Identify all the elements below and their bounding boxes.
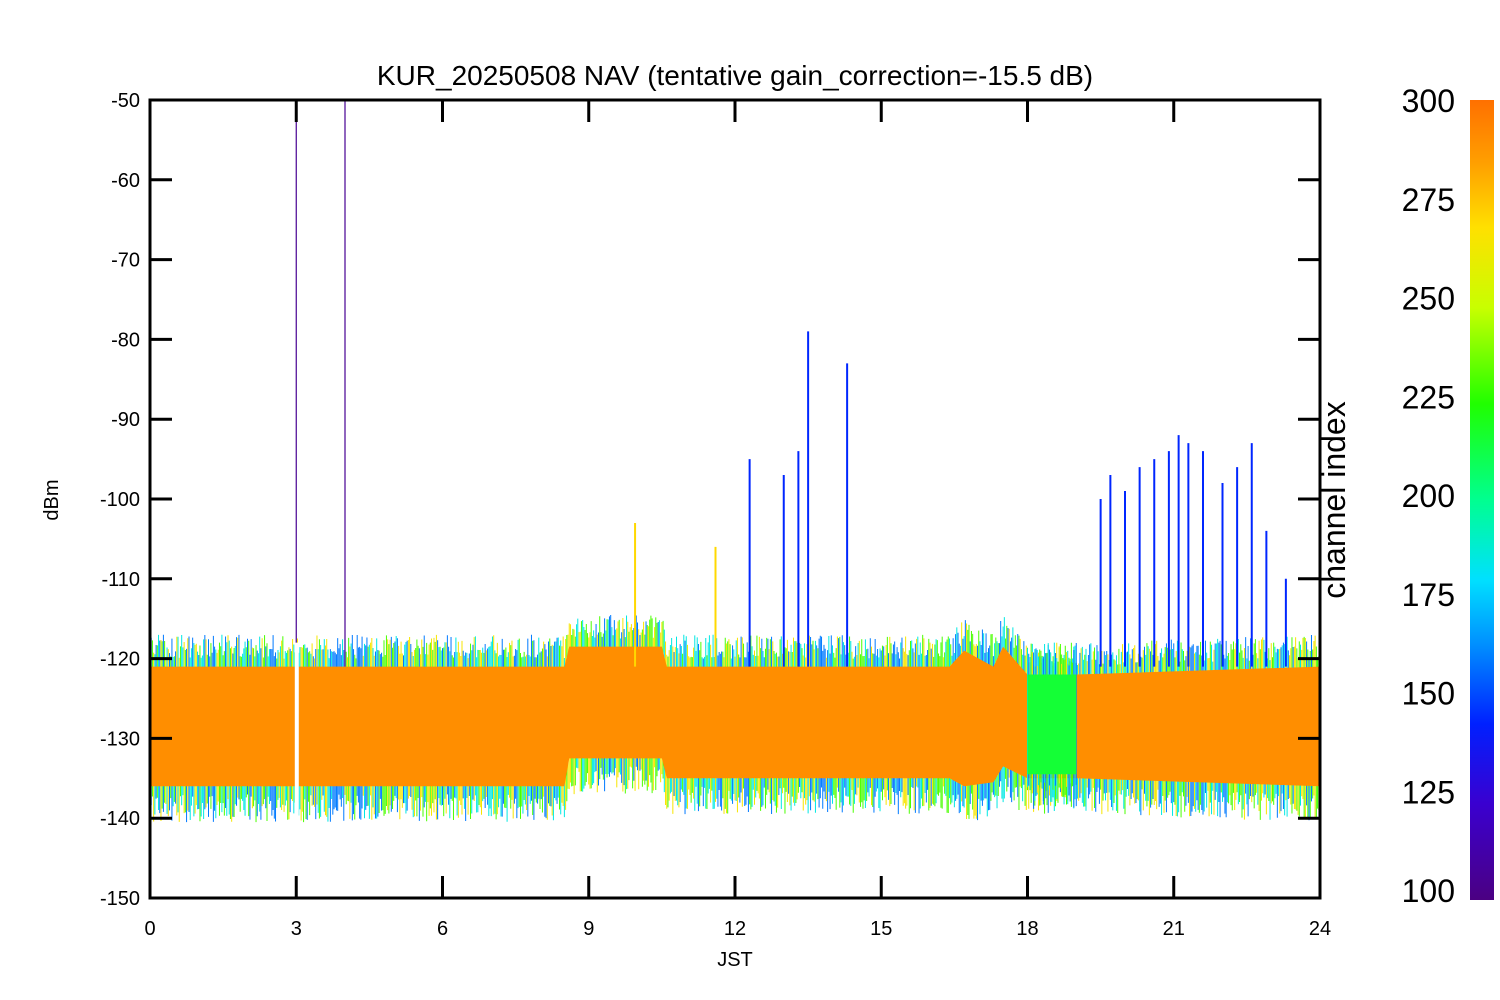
series-2-spikes	[748, 331, 1287, 667]
colorbar-label: channel index	[1316, 401, 1352, 598]
colorbar-tick-label: 250	[1402, 281, 1455, 317]
y-axis-label: dBm	[41, 479, 63, 520]
y-tick-label: -150	[100, 888, 140, 910]
colorbar	[1470, 100, 1494, 900]
colorbar-tick-label: 150	[1402, 676, 1455, 712]
series-3-spikes	[295, 100, 346, 667]
colorbar-tick-label: 175	[1402, 577, 1455, 613]
y-tick-label: -60	[111, 170, 140, 192]
x-axis-label: JST	[717, 949, 753, 971]
x-tick-label: 21	[1163, 918, 1185, 940]
y-tick-label: -100	[100, 489, 140, 511]
y-axis-ticks: -50 -60 -70 -80 -90 -100 -110 -120 -130 -140 -150	[100, 90, 1320, 910]
series-1-band	[1027, 674, 1077, 775]
x-tick-label: 6	[437, 918, 448, 940]
series-4-spikes	[634, 522, 717, 667]
x-tick-label: 3	[291, 918, 302, 940]
colorbar-ticks: 300 275 250 225 200 175 150 125 100	[1402, 83, 1455, 909]
y-tick-label: -110	[101, 569, 140, 591]
colorbar-tick-label: 275	[1402, 182, 1455, 218]
x-tick-label: 24	[1309, 918, 1331, 940]
x-tick-label: 12	[724, 918, 746, 940]
y-tick-label: -120	[100, 649, 140, 671]
y-tick-label: -70	[111, 250, 140, 272]
x-axis-ticks: 0 3 6 9 12 15 18 21 24	[144, 100, 1331, 940]
colorbar-tick-label: 300	[1402, 83, 1455, 119]
y-tick-label: -130	[100, 728, 140, 750]
colorbar-tick-label: 225	[1402, 379, 1455, 415]
y-tick-label: -140	[100, 808, 140, 830]
x-tick-label: 9	[583, 918, 594, 940]
colorbar-tick-label: 200	[1402, 478, 1455, 514]
colorbar-tick-label: 100	[1402, 873, 1455, 909]
y-tick-label: -90	[111, 409, 140, 431]
y-tick-label: -50	[111, 90, 140, 112]
x-tick-label: 18	[1016, 918, 1038, 940]
chart-title: KUR_20250508 NAV (tentative gain_correct…	[377, 60, 1093, 91]
plot-area	[150, 100, 1320, 835]
data-gap	[294, 642, 299, 835]
colorbar-tick-label: 125	[1402, 774, 1455, 810]
x-tick-label: 0	[144, 918, 155, 940]
y-tick-label: -80	[111, 329, 140, 351]
x-tick-label: 15	[870, 918, 892, 940]
